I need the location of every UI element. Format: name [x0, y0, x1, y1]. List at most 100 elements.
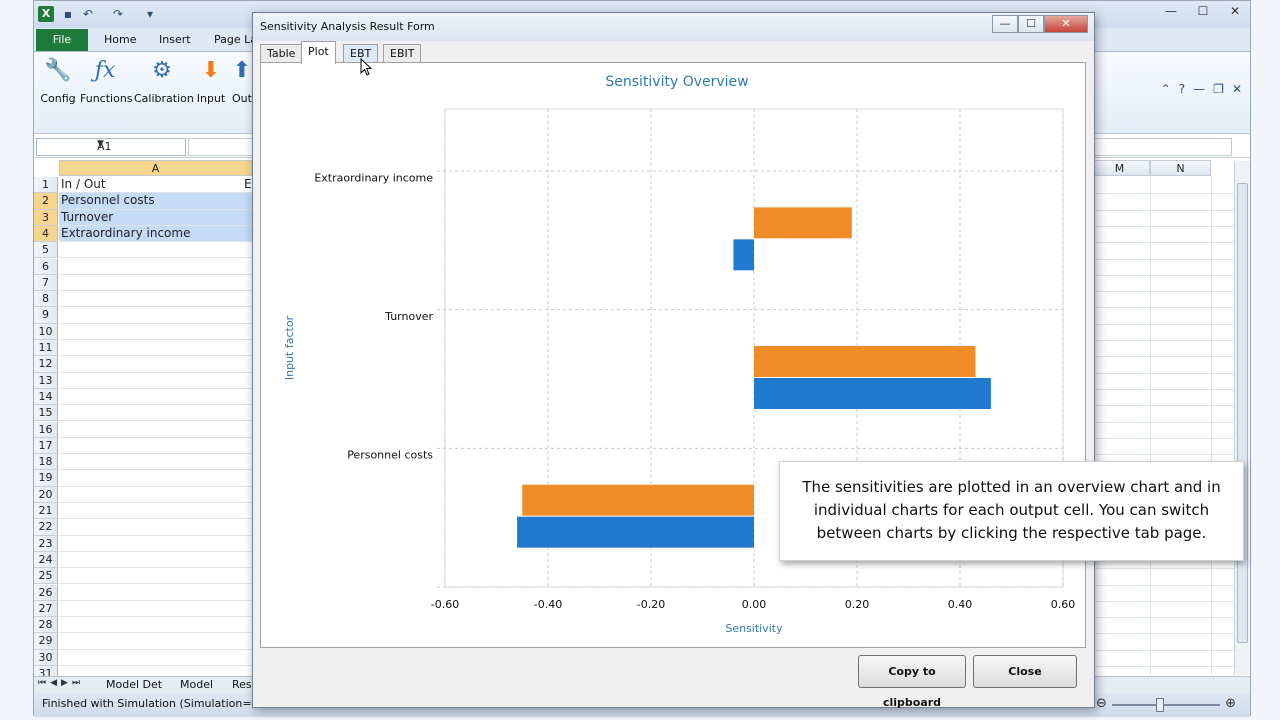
row-header[interactable]: 4 — [34, 225, 58, 243]
row-header[interactable]: 2 — [34, 193, 58, 210]
cell-a[interactable] — [59, 275, 252, 292]
cell-a[interactable] — [59, 552, 252, 569]
tab-table[interactable]: Table — [260, 44, 303, 63]
row-header[interactable]: 8 — [34, 291, 58, 308]
tab-home[interactable]: Home — [104, 33, 137, 46]
help-icon[interactable]: ? — [1178, 82, 1186, 96]
cell-a[interactable] — [59, 340, 252, 357]
cell-a[interactable] — [59, 422, 252, 438]
close-icon[interactable]: ✕ — [1229, 4, 1241, 18]
minimize-workbook-icon[interactable]: — — [1193, 82, 1206, 96]
cell-a[interactable] — [59, 470, 252, 487]
row-header[interactable]: 5 — [34, 242, 58, 259]
close-workbook-icon[interactable]: ✕ — [1231, 82, 1242, 96]
input-button[interactable]: ⬇ Input — [196, 58, 226, 105]
row-header[interactable]: 26 — [34, 584, 58, 601]
customize-qat-icon[interactable]: ▾ — [146, 7, 154, 21]
zoom-out-icon[interactable]: ⊖ — [1096, 696, 1107, 711]
dialog-minimize-icon[interactable]: — — [992, 15, 1018, 33]
tab-plot[interactable]: Plot — [301, 41, 336, 64]
output-button[interactable]: ⬆ Out — [232, 58, 252, 105]
sheet-tab-model-det[interactable]: Model Det — [106, 678, 163, 691]
column-header-m[interactable]: M — [1089, 160, 1150, 176]
row-header[interactable]: 15 — [34, 405, 58, 422]
redo-icon[interactable]: ↷ — [112, 7, 124, 21]
cell-a[interactable] — [59, 356, 252, 373]
row-header[interactable]: 12 — [34, 356, 58, 373]
row-header[interactable]: 29 — [34, 633, 58, 650]
cell-a[interactable] — [59, 650, 252, 666]
row-header[interactable]: 11 — [34, 340, 58, 357]
undo-icon[interactable]: ↶ — [82, 7, 94, 21]
cell-a[interactable] — [59, 324, 252, 340]
row-header[interactable]: 10 — [34, 323, 58, 340]
excel-app-icon[interactable]: X — [38, 6, 54, 22]
row-header[interactable]: 17 — [34, 437, 58, 455]
row-header[interactable]: 20 — [34, 486, 58, 503]
minimize-icon[interactable]: — — [1165, 4, 1177, 18]
row-header[interactable]: 22 — [34, 519, 58, 536]
tab-page-layout[interactable]: Page La — [214, 33, 257, 46]
cell-a[interactable] — [59, 536, 252, 552]
cell-a[interactable] — [59, 242, 252, 259]
row-header[interactable]: 23 — [34, 535, 58, 552]
row-header[interactable]: 27 — [34, 600, 58, 618]
dialog-titlebar[interactable]: Sensitivity Analysis Result Form — ☐ ✕ — [253, 13, 1094, 41]
row-header[interactable]: 6 — [34, 258, 58, 275]
zoom-thumb[interactable] — [1156, 698, 1164, 712]
row-header[interactable]: 19 — [34, 470, 58, 487]
column-header-a[interactable]: A — [59, 160, 252, 176]
tab-ebt[interactable]: EBT — [343, 44, 379, 63]
cell-a[interactable] — [59, 503, 252, 520]
row-header[interactable]: 3 — [34, 209, 58, 226]
row-header[interactable]: 18 — [34, 454, 58, 471]
sheet-tab-model[interactable]: Model — [180, 678, 214, 691]
cell-a[interactable]: In / Out — [59, 177, 252, 194]
cell-a[interactable] — [59, 601, 252, 618]
functions-button[interactable]: ƒx Functions — [80, 58, 133, 105]
copy-to-clipboard-button[interactable]: Copy to clipboard — [858, 655, 966, 709]
row-header[interactable]: 13 — [34, 372, 58, 389]
scrollbar-thumb[interactable] — [1237, 183, 1248, 643]
dialog-maximize-icon[interactable]: ☐ — [1018, 15, 1044, 33]
config-button[interactable]: 🔧 Config — [40, 58, 76, 105]
cell-a[interactable] — [59, 519, 252, 536]
row-header[interactable]: 25 — [34, 568, 58, 585]
row-header[interactable]: 30 — [34, 649, 58, 666]
cell-a[interactable] — [59, 405, 252, 422]
row-header[interactable]: 28 — [34, 617, 58, 634]
calibration-button[interactable]: ⚙ Calibration — [134, 58, 194, 105]
row-header[interactable]: 24 — [34, 551, 58, 569]
worksheet-grid[interactable]: 1 In / Out 2 Personnel costs 3 Turnover 4 Extra… — [34, 177, 1250, 684]
cell-a[interactable] — [59, 259, 252, 275]
row-header[interactable]: 14 — [34, 388, 58, 406]
chevron-down-icon[interactable]: ▼ — [97, 139, 104, 149]
row-header[interactable]: 7 — [34, 274, 58, 292]
cell-a[interactable] — [59, 617, 252, 634]
cell-a[interactable] — [59, 291, 252, 308]
tab-insert[interactable]: Insert — [159, 33, 191, 46]
column-header-n[interactable]: N — [1150, 160, 1211, 176]
row-header[interactable]: 1 — [34, 177, 58, 194]
sheet-nav-arrows[interactable]: ⏮◀▶⏭ — [38, 678, 85, 688]
cell-a[interactable] — [59, 389, 252, 406]
row-header[interactable]: 16 — [34, 421, 58, 438]
save-icon[interactable]: ▪ — [63, 7, 73, 21]
zoom-slider[interactable]: ⊖ ⊕ — [1096, 696, 1236, 712]
cell-a[interactable] — [59, 585, 252, 601]
dialog-close-icon[interactable]: ✕ — [1044, 15, 1088, 33]
cell-a[interactable] — [59, 568, 252, 585]
row-header[interactable]: 21 — [34, 503, 58, 520]
maximize-icon[interactable]: ☐ — [1197, 4, 1209, 18]
tab-ebit[interactable]: EBIT — [383, 44, 422, 63]
tab-file[interactable]: File — [36, 29, 88, 51]
cell-a[interactable] — [59, 373, 252, 389]
cell-a[interactable] — [59, 438, 252, 455]
name-box[interactable]: A1 ▼ — [36, 138, 186, 156]
cell-a[interactable] — [59, 633, 252, 650]
cell-a[interactable]: Personnel costs — [59, 193, 252, 210]
vertical-scrollbar[interactable] — [1234, 161, 1250, 675]
cell-a[interactable] — [59, 307, 252, 324]
zoom-in-icon[interactable]: ⊕ — [1225, 696, 1236, 711]
cell-a[interactable] — [59, 487, 252, 503]
